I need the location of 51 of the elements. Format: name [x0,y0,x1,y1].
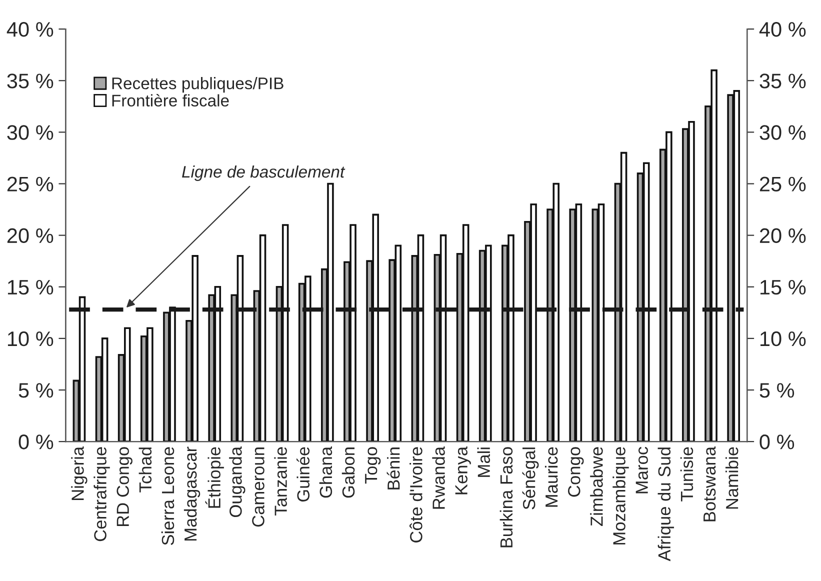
annotation: Ligne de basculement [182,165,346,182]
x-tick-label: Centrafrique [94,447,110,542]
x-tick-label: Ouganda [229,446,246,518]
x-tick-label: Éthiopie [205,447,224,508]
x-tick-label: Tanzanie [274,447,287,516]
x-tick-label: Côte d'Ivoire [410,447,422,542]
x-tick-label: Madagascar [184,446,200,541]
y2-tick-label: 10 % [760,331,806,346]
y2-tick-label: 35 % [760,74,806,88]
x-tick-label: Kenya [455,446,471,494]
x-tick-label: Gabon [342,448,355,498]
x-tick-label: Congo [568,447,584,497]
x-tick-label: Mozambique [612,447,629,544]
x-tick-label: Zimbabwe [590,447,603,526]
x-tick-label: Tchad [138,448,152,492]
x-tick-label: Sierra Leone [161,447,174,546]
x-tick-label: Ghana [319,446,332,498]
x-tick-label: Nigeria [71,446,88,500]
x-tick-label: Bénin [386,448,400,490]
y2-tick-label: 5 % [760,383,794,398]
x-tick-label: Togo [365,447,381,484]
x-tick-label: Maroc [636,446,648,494]
y2-tick-label: 25 % [760,176,806,192]
y2-tick-label: 0 % [760,434,794,450]
x-tick-label: Botswana [704,446,716,522]
legend-label: Frontière fiscale [112,94,229,106]
x-tick-label: RD Congo [116,447,132,526]
x-tick-label: Tunisie [680,447,694,502]
x-tick-label: Namibie [725,447,738,509]
x-tick-label: Burkina Faso [500,447,513,548]
x-tick-label: Afrique du Sud [658,448,674,562]
y-tick-label: 35 % [7,74,54,88]
x-tick-label: Sénégal [522,448,539,510]
legend-label: Recettes publiques/PIB [112,77,284,93]
y2-tick-label: 15 % [760,280,806,295]
y-tick-label: 30 % [7,125,54,140]
y-tick-label: 40 % [6,22,54,37]
x-tick-label: Rwanda [432,446,445,509]
y-tick-label: 10 % [8,331,54,346]
y-tick-label: 25 % [7,176,54,192]
y-tick-label: 20 % [7,228,54,244]
y-tick-label: 0 % [18,434,54,450]
y-tick-label: 5 % [18,383,54,398]
y-tick-label: 15 % [8,280,54,295]
y2-tick-label: 40 % [759,22,806,37]
y2-tick-label: 20 % [760,228,806,244]
x-tick-label: Mali [477,448,490,477]
x-tick-label: Guinée [296,447,310,502]
x-tick-label: Maurice [544,447,558,507]
x-tick-label: Cameroun [252,448,264,527]
y2-tick-label: 30 % [760,125,806,140]
